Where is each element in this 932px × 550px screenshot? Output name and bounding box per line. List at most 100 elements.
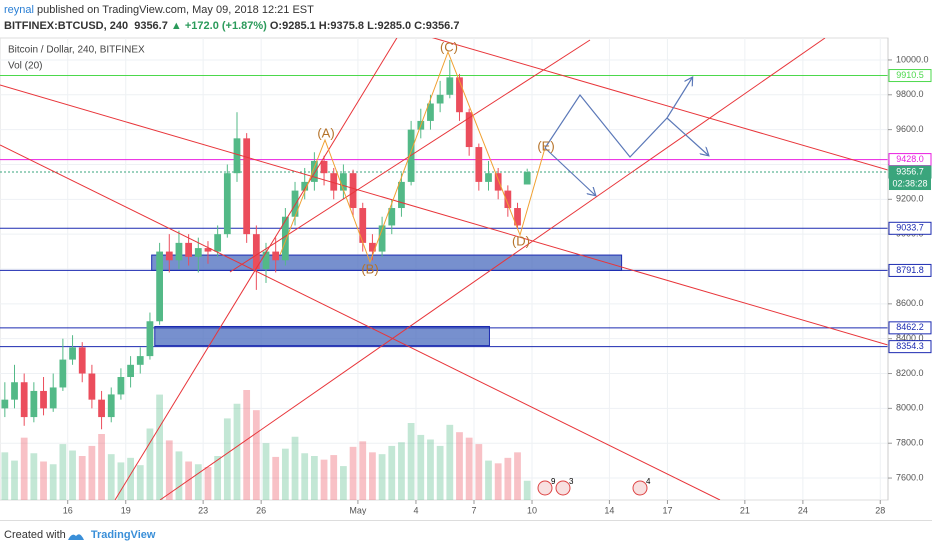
volume-bar: [243, 390, 251, 500]
candle-body: [127, 364, 134, 378]
volume-bar: [165, 440, 173, 500]
price-label: 9033.7: [896, 223, 924, 233]
price-label: 8791.8: [896, 265, 924, 275]
candle-body: [194, 248, 202, 257]
logo: [68, 534, 84, 540]
volume-bar: [107, 454, 115, 500]
volume-bar: [262, 443, 270, 500]
volume-bar: [310, 456, 318, 500]
candle-body: [281, 216, 289, 261]
event-count: 4: [646, 477, 651, 486]
volume-bar: [11, 460, 18, 500]
candle-body: [107, 394, 115, 418]
volume-bar: [214, 456, 222, 500]
candle-body: [349, 173, 357, 209]
y-tick-label: 7600.0: [896, 472, 924, 482]
candle-body: [214, 234, 222, 252]
event-icon[interactable]: [632, 480, 648, 496]
volume-bar: [485, 460, 492, 500]
x-tick-label: 4: [413, 505, 418, 515]
y-tick-label: 9600.0: [896, 124, 924, 134]
candle-body: [398, 181, 405, 209]
candle-body: [136, 356, 144, 365]
event-icon[interactable]: [555, 480, 571, 496]
candle-body: [204, 248, 212, 252]
x-tick-label: 19: [121, 505, 131, 515]
zone: [151, 254, 623, 271]
candle-body: [30, 390, 38, 418]
x-tick-label: 21: [740, 505, 750, 515]
candle-body: [272, 251, 280, 261]
volume-bar: [20, 437, 28, 500]
volume-bar: [514, 452, 521, 500]
event-icon[interactable]: [537, 480, 553, 496]
events: 9 3 4: [537, 477, 651, 496]
last: 9356.7: [134, 20, 168, 32]
candle-body: [446, 77, 454, 95]
wave-label: (B): [361, 261, 378, 276]
volume-bar: [69, 450, 76, 500]
volume-bar: [465, 437, 473, 500]
volume-bar: [233, 403, 241, 500]
volume-bar: [436, 445, 444, 500]
price-label-box: [888, 69, 932, 83]
volume-bar: [156, 394, 163, 500]
x-tick-label: 14: [604, 505, 614, 515]
candle-body: [146, 321, 154, 357]
candle-body: [388, 208, 396, 226]
author[interactable]: reynal: [4, 4, 34, 16]
candle-body: [78, 347, 86, 374]
volume-bar: [175, 451, 183, 500]
chart: (A) (B) (C) (D) (E) 9 3 4 Bitcoin / Doll…: [0, 37, 932, 515]
volume-bar: [223, 418, 231, 500]
candle-body: [494, 173, 502, 191]
volume-bar: [427, 439, 434, 500]
volume-bar: [301, 453, 309, 500]
price-label-box: [888, 340, 932, 354]
chart-title: Bitcoin / Dollar, 240, BITFINEX: [8, 45, 145, 56]
wave-label: (E): [537, 138, 554, 153]
volume-bar: [1, 452, 9, 500]
volume-bar: [340, 466, 347, 500]
candle-body: [40, 390, 47, 409]
x-tick-label: 26: [256, 505, 266, 515]
change: ▲ +172.0 (+1.87%): [170, 20, 267, 32]
candle-body: [320, 160, 328, 174]
candle-body: [69, 347, 76, 360]
wave: [279, 50, 546, 264]
candle-body: [369, 242, 376, 252]
x-tick-label: 24: [798, 505, 808, 515]
footer-rule: [0, 520, 932, 521]
trend-lines: [0, 38, 888, 500]
candle-body: [436, 94, 444, 104]
wave-label: (D): [512, 233, 530, 248]
candle-body: [523, 172, 531, 185]
event-count: 3: [569, 477, 574, 486]
volume-bar: [146, 428, 154, 500]
candle-body: [59, 359, 67, 388]
candle-body: [117, 377, 125, 395]
volume-bar: [281, 448, 289, 500]
candle-body: [88, 373, 96, 400]
price-label-box: [888, 321, 932, 335]
candle-body: [1, 399, 9, 409]
candle-body: [165, 251, 173, 261]
brand[interactable]: TradingView: [90, 529, 156, 541]
x-tick-label: 23: [198, 505, 208, 515]
candle-body: [330, 173, 338, 191]
candle-body: [262, 251, 270, 269]
volume-bar: [30, 453, 38, 500]
volume-bar: [252, 410, 260, 500]
candle-body: [514, 208, 521, 226]
y-tick-label: 10000.0: [896, 54, 929, 64]
price-label: 9910.5: [896, 70, 924, 80]
candle-body: [465, 112, 473, 148]
candle-body: [310, 160, 318, 182]
x-tick-label: 16: [63, 505, 73, 515]
publish-line: reynal published on TradingView.com, May…: [4, 4, 314, 16]
volume-bar: [369, 452, 376, 500]
y-tick-label: 7800.0: [896, 438, 924, 448]
wave-label: (A): [317, 125, 334, 140]
footer: Created with TradingView: [4, 529, 155, 541]
volume-bar: [407, 423, 415, 500]
